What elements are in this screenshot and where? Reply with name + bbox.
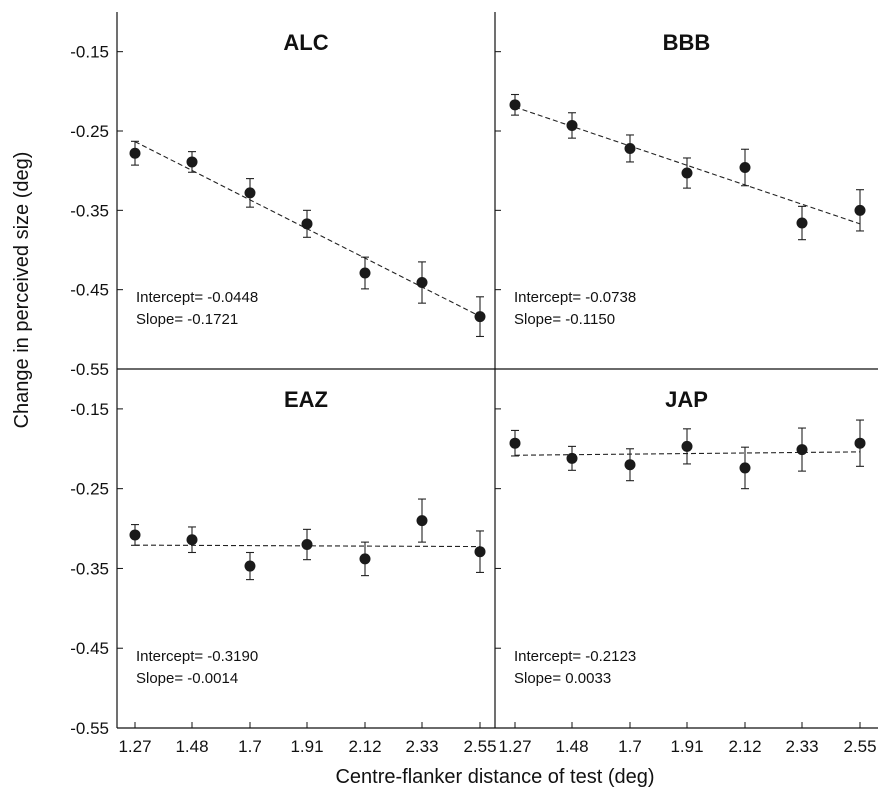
x-tick-label: 1.7 <box>238 737 262 756</box>
slope-label: Slope= -0.0014 <box>136 670 238 687</box>
axis-ticks: -0.15 -0.25 -0.35 -0.45 -0.55 -0.15 -0.25 -0.35… <box>70 43 876 756</box>
data-point <box>566 119 578 131</box>
x-tick-label: 1.91 <box>670 737 703 756</box>
panels: ALC Intercept= -0.0448 Slope= -0.1721 BBB In… <box>129 30 866 687</box>
data-point <box>129 147 141 159</box>
intercept-label: Intercept= -0.3190 <box>136 648 258 665</box>
data-point <box>474 311 486 323</box>
y-tick-label: -0.25 <box>70 480 109 499</box>
data-point <box>681 167 693 179</box>
data-point <box>509 437 521 449</box>
y-tick-label: -0.45 <box>70 281 109 300</box>
x-tick-label: 1.7 <box>618 737 642 756</box>
slope-label: Slope= -0.1721 <box>136 311 238 328</box>
y-axis-title: Change in perceived size (deg) <box>11 152 33 429</box>
intercept-label: Intercept= -0.0448 <box>136 289 258 306</box>
y-tick-label: -0.55 <box>70 360 109 379</box>
y-tick-label: -0.35 <box>70 201 109 220</box>
x-tick-label: 1.27 <box>118 737 151 756</box>
y-tick-label: -0.45 <box>70 639 109 658</box>
data-point <box>244 187 256 199</box>
panel-bbb: BBB Intercept= -0.0738 Slope= -0.1150 <box>509 30 866 328</box>
x-tick-label: 1.27 <box>498 737 531 756</box>
x-tick-label: 2.12 <box>728 737 761 756</box>
data-point <box>359 553 371 565</box>
data-point <box>416 515 428 527</box>
x-tick-label: 2.33 <box>405 737 438 756</box>
slope-label: Slope= -0.1150 <box>514 311 615 328</box>
data-point <box>416 277 428 289</box>
data-point <box>624 459 636 471</box>
slope-label: Slope= 0.0033 <box>514 670 611 687</box>
data-point <box>854 204 866 216</box>
data-point <box>854 437 866 449</box>
y-tick-label: -0.55 <box>70 719 109 738</box>
data-point <box>301 539 313 551</box>
data-point <box>739 462 751 474</box>
data-point <box>244 560 256 572</box>
panel-title: BBB <box>663 30 711 55</box>
x-tick-label: 2.33 <box>785 737 818 756</box>
data-point <box>624 142 636 154</box>
data-point <box>359 267 371 279</box>
x-tick-label: 2.55 <box>463 737 496 756</box>
data-point <box>796 444 808 456</box>
x-tick-label: 1.91 <box>290 737 323 756</box>
x-tick-label: 1.48 <box>175 737 208 756</box>
data-point <box>129 529 141 541</box>
panel-jap: JAP Intercept= -0.2123 Slope= 0.0033 <box>509 387 866 687</box>
y-tick-label: -0.15 <box>70 400 109 419</box>
data-point <box>474 546 486 558</box>
data-point <box>566 452 578 464</box>
data-point <box>739 161 751 173</box>
panel-title: ALC <box>283 30 328 55</box>
y-tick-label: -0.15 <box>70 43 109 62</box>
x-tick-label: 2.12 <box>348 737 381 756</box>
panel-alc: ALC Intercept= -0.0448 Slope= -0.1721 <box>129 30 486 338</box>
data-point <box>301 218 313 230</box>
panel-title: EAZ <box>284 387 328 412</box>
intercept-label: Intercept= -0.2123 <box>514 648 636 665</box>
data-point <box>186 156 198 168</box>
y-tick-label: -0.25 <box>70 122 109 141</box>
x-tick-label: 2.55 <box>843 737 876 756</box>
x-axis-title: Centre-flanker distance of test (deg) <box>335 766 654 788</box>
x-tick-label: 1.48 <box>555 737 588 756</box>
data-point <box>186 534 198 546</box>
data-point <box>681 440 693 452</box>
data-point <box>796 217 808 229</box>
data-point <box>509 99 521 111</box>
intercept-label: Intercept= -0.0738 <box>514 289 636 306</box>
panel-eaz: EAZ Intercept= -0.3190 Slope= -0.0014 <box>129 387 486 687</box>
panel-title: JAP <box>665 387 708 412</box>
axes-frame <box>116 12 878 729</box>
y-tick-label: -0.35 <box>70 559 109 578</box>
